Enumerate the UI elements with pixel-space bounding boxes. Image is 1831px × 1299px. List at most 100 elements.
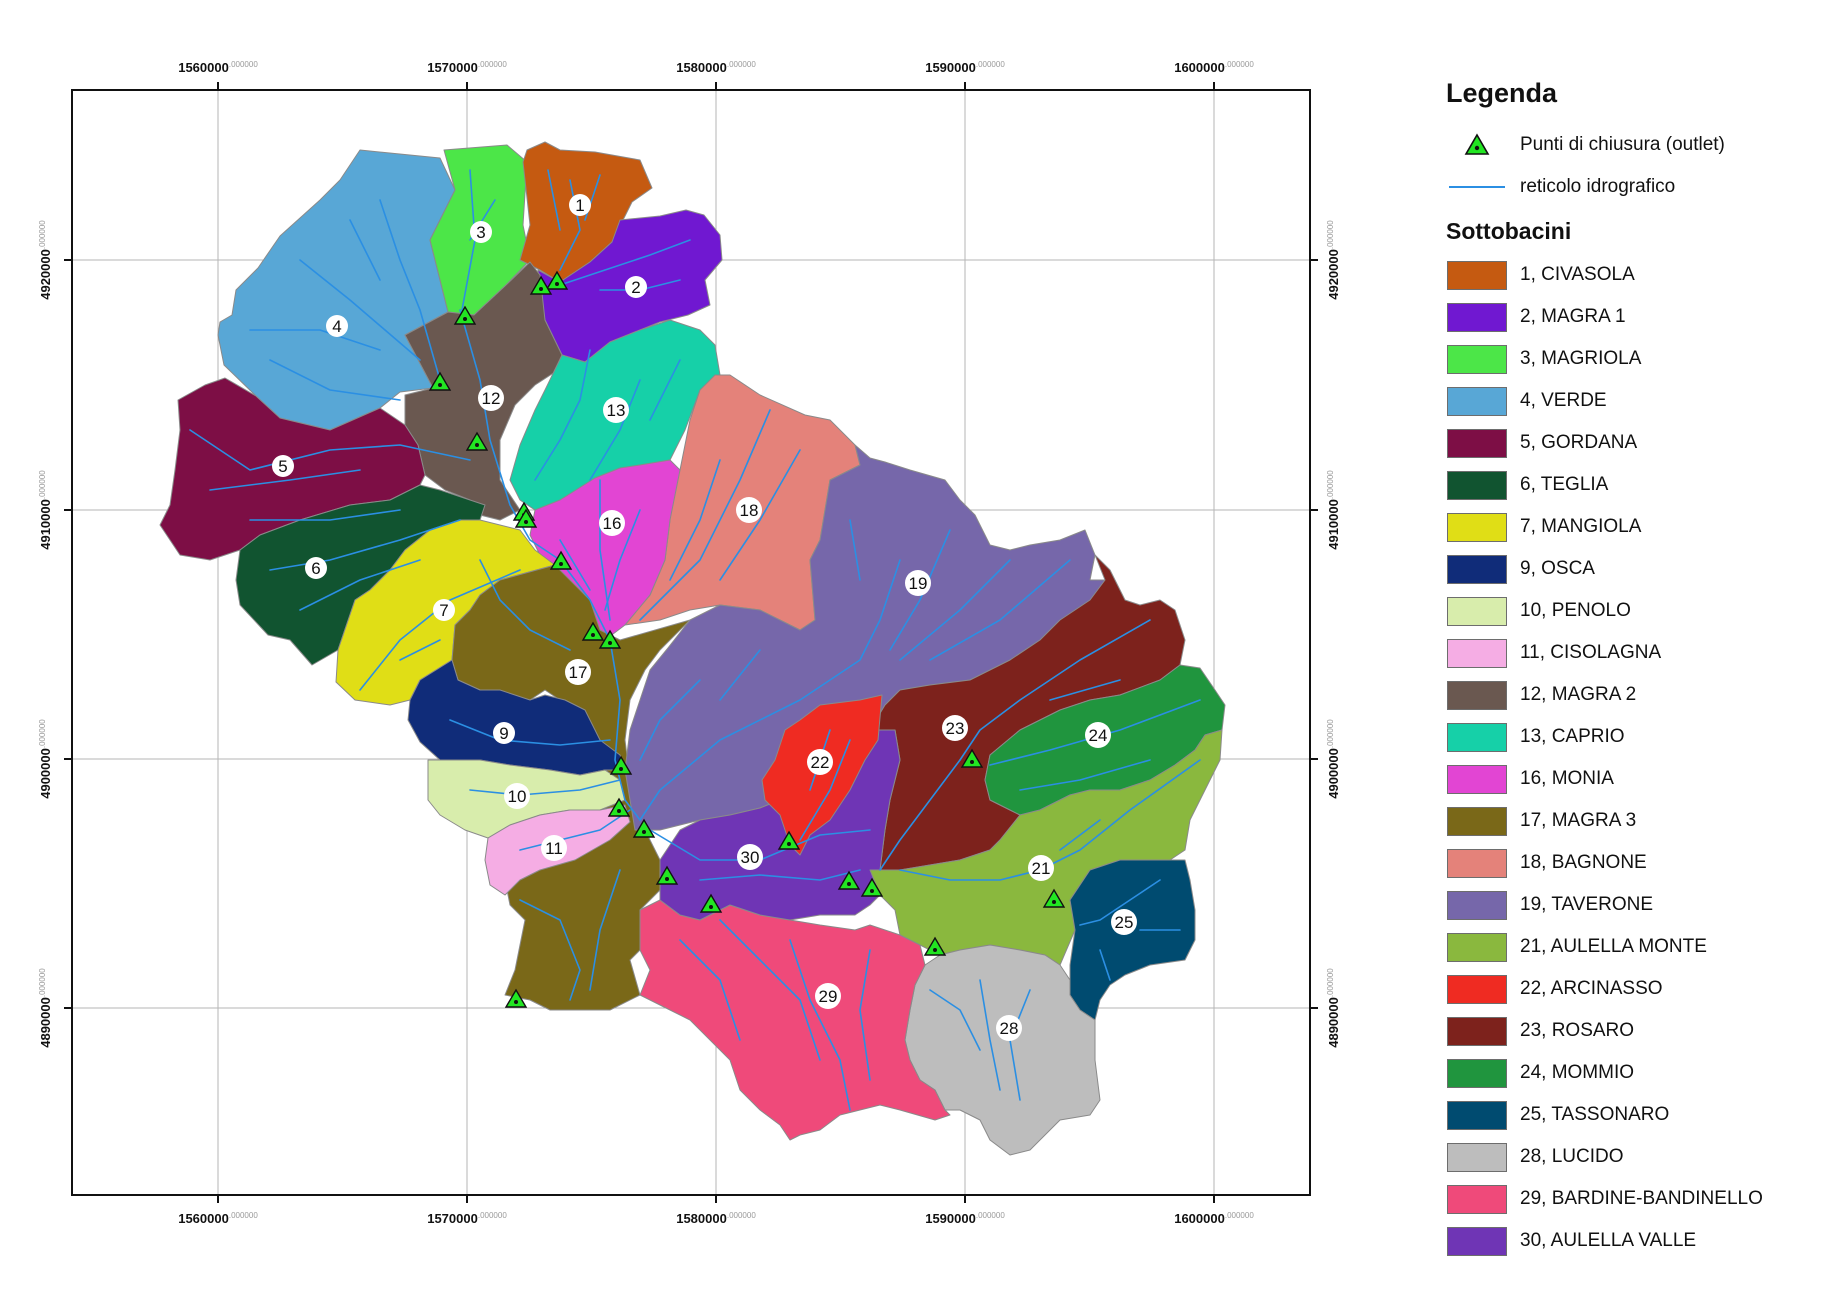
basin-label-24: 24	[1085, 722, 1111, 748]
x-axis-top-labels: 1560000.000000 1570000.000000 1580000.00…	[178, 60, 1254, 75]
outlet-marker	[549, 550, 573, 570]
legend-swatch-container	[1446, 554, 1508, 584]
legend-swatch-container	[1446, 470, 1508, 500]
legend-swatch-container	[1446, 1184, 1508, 1214]
svg-text:4920000.000000: 4920000.000000	[1326, 220, 1341, 300]
legend-color-swatch	[1447, 1058, 1507, 1088]
legend-color-swatch	[1447, 512, 1507, 542]
legend-swatch-container	[1446, 428, 1508, 458]
svg-text:1560000.000000: 1560000.000000	[178, 1211, 258, 1226]
legend-swatch-container	[1446, 1142, 1508, 1172]
legend-subbasin-label: 28, LUCIDO	[1520, 1146, 1624, 1167]
legend-color-swatch	[1447, 806, 1507, 836]
svg-text:1570000.000000: 1570000.000000	[427, 1211, 507, 1226]
basin-label-6: 6	[305, 557, 327, 579]
outlet-points	[428, 270, 1066, 1008]
svg-text:1600000.000000: 1600000.000000	[1174, 60, 1254, 75]
svg-text:1600000.000000: 1600000.000000	[1174, 1211, 1254, 1226]
legend-subbasin-label: 4, VERDE	[1520, 390, 1607, 411]
basin-label-4: 4	[326, 315, 348, 337]
legend-subbasin-label: 30, AULELLA VALLE	[1520, 1230, 1697, 1251]
legend-color-swatch	[1447, 1016, 1507, 1046]
legend-swatch-container	[1446, 680, 1508, 710]
subbasins-layer	[159, 141, 1226, 1156]
legend-subbasins-title: Sottobacini	[1446, 218, 1572, 244]
legend-subbasin-list: 1, CIVASOLA 2, MAGRA 1 3, MAGRIOLA 4, VERDE…	[1446, 254, 1826, 1262]
legend-swatch-container	[1446, 722, 1508, 752]
basin-29	[639, 899, 951, 1141]
legend-subbasin-entry: 7, MANGIOLA	[1446, 506, 1826, 548]
svg-text:4890000.000000: 4890000.000000	[1326, 968, 1341, 1048]
legend-swatch-container	[1446, 974, 1508, 1004]
outlet-marker	[699, 893, 723, 913]
basin-label-3: 3	[470, 221, 492, 243]
svg-text:18: 18	[740, 501, 759, 520]
legend-subbasin-label: 13, CAPRIO	[1520, 726, 1625, 747]
outlet-marker	[609, 755, 633, 775]
legend-subbasin-label: 6, TEGLIA	[1520, 474, 1609, 495]
basin-label-16: 16	[599, 510, 625, 536]
svg-text:17: 17	[569, 663, 588, 682]
outlet-marker	[514, 508, 538, 528]
basin-label-11: 11	[541, 835, 567, 861]
legend-swatch-container	[1446, 806, 1508, 836]
legend-subbasin-label: 17, MAGRA 3	[1520, 810, 1637, 831]
legend-color-swatch	[1447, 554, 1507, 584]
legend-color-swatch	[1447, 638, 1507, 668]
outlet-marker	[453, 305, 477, 325]
outlet-marker	[545, 270, 569, 290]
legend-subbasin-label: 3, MAGRIOLA	[1520, 348, 1642, 369]
outlet-marker	[655, 865, 679, 885]
basin-label-10: 10	[504, 783, 530, 809]
legend-subbasin-entry: 10, PENOLO	[1446, 590, 1826, 632]
legend-color-swatch	[1447, 1100, 1507, 1130]
legend-subbasin-label: 5, GORDANA	[1520, 432, 1638, 453]
map-frame	[71, 89, 1311, 1196]
map-legend: Legenda Punti di chiusura (outlet) retic…	[1446, 78, 1826, 1262]
basin-label-23: 23	[942, 715, 968, 741]
outlet-marker	[860, 877, 884, 897]
tick-marks	[64, 82, 1318, 1203]
svg-text:19: 19	[909, 574, 928, 593]
legend-subbasin-entry: 12, MAGRA 2	[1446, 674, 1826, 716]
legend-color-swatch	[1447, 302, 1507, 332]
basin-label-17: 17	[565, 659, 591, 685]
svg-text:1590000.000000: 1590000.000000	[925, 60, 1005, 75]
legend-subbasin-label: 22, ARCINASSO	[1520, 978, 1663, 999]
svg-text:16: 16	[603, 514, 622, 533]
svg-text:13: 13	[607, 401, 626, 420]
legend-color-swatch	[1447, 428, 1507, 458]
legend-color-swatch	[1447, 848, 1507, 878]
svg-text:30: 30	[741, 848, 760, 867]
svg-text:23: 23	[946, 719, 965, 738]
legend-swatch-container	[1446, 1100, 1508, 1130]
svg-text:4900000.000000: 4900000.000000	[38, 719, 53, 799]
legend-subbasin-label: 10, PENOLO	[1520, 600, 1631, 621]
svg-text:1570000.000000: 1570000.000000	[427, 60, 507, 75]
legend-subbasin-entry: 25, TASSONARO	[1446, 1094, 1826, 1136]
legend-subbasin-label: 21, AULELLA MONTE	[1520, 936, 1707, 957]
basin-label-22: 22	[807, 749, 833, 775]
legend-swatch-container	[1446, 344, 1508, 374]
legend-subbasin-entry: 17, MAGRA 3	[1446, 800, 1826, 842]
legend-color-swatch	[1447, 680, 1507, 710]
outlet-triangle-icon	[1446, 130, 1508, 160]
y-axis-left-labels: 4920000.000000 4910000.000000 4900000.00…	[38, 220, 53, 1048]
svg-text:6: 6	[311, 559, 320, 578]
legend-subbasin-entry: 19, TAVERONE	[1446, 884, 1826, 926]
legend-color-swatch	[1447, 1184, 1507, 1214]
basin-label-25: 25	[1111, 909, 1137, 935]
basin-label-7: 7	[433, 599, 455, 621]
legend-subbasin-entry: 6, TEGLIA	[1446, 464, 1826, 506]
basin-label-29: 29	[815, 983, 841, 1009]
legend-subbasin-entry: 21, AULELLA MONTE	[1446, 926, 1826, 968]
svg-text:4890000.000000: 4890000.000000	[38, 968, 53, 1048]
legend-swatch-container	[1446, 764, 1508, 794]
legend-color-swatch	[1447, 1226, 1507, 1256]
legend-outlet-entry: Punti di chiusura (outlet)	[1446, 124, 1826, 166]
legend-subbasin-entry: 28, LUCIDO	[1446, 1136, 1826, 1178]
outlet-marker	[777, 830, 801, 850]
svg-text:22: 22	[811, 753, 830, 772]
legend-stream-label: reticolo idrografico	[1520, 176, 1676, 197]
